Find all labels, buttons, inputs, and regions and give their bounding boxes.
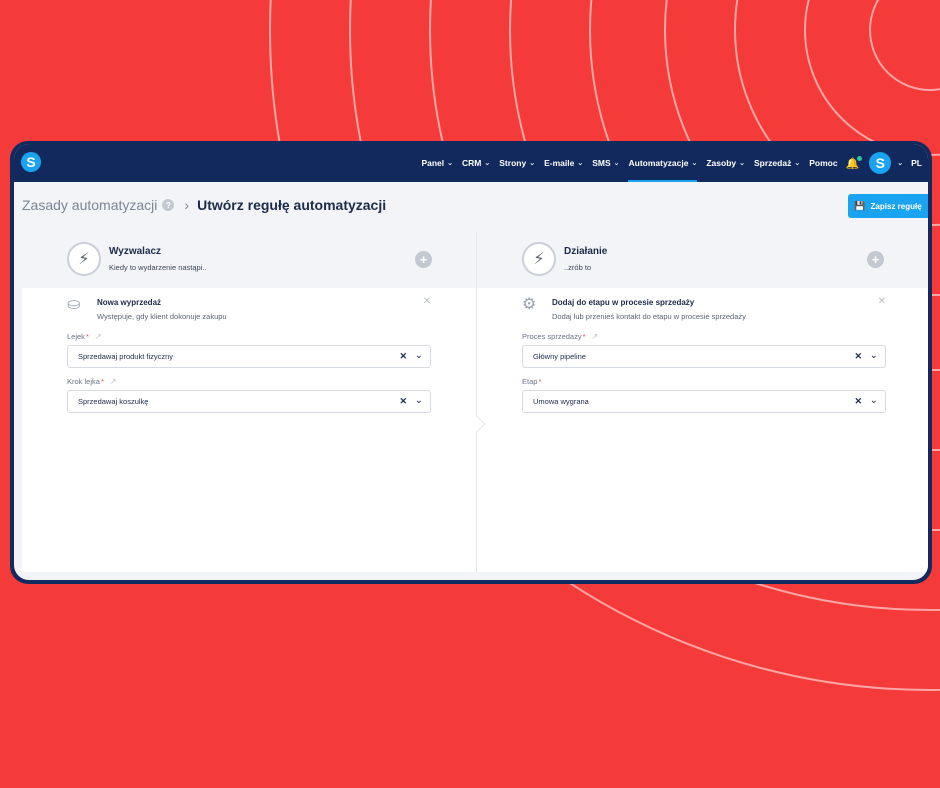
nav-item-zasoby[interactable]: Zasoby ⌄: [706, 144, 745, 182]
save-rule-button[interactable]: 💾 Zapisz regułę: [848, 194, 928, 218]
close-icon[interactable]: ✕: [422, 296, 431, 307]
action-subtitle: ..zrób to: [564, 263, 592, 272]
nav-item-pomoc[interactable]: Pomoc: [809, 144, 837, 182]
chevron-down-icon: ⌄: [484, 160, 491, 167]
breadcrumb-parent[interactable]: Zasady automatyzacji: [22, 197, 158, 213]
external-link-icon[interactable]: ↗: [109, 377, 117, 386]
nav-item-label: SMS: [592, 158, 611, 168]
coins-icon: ⛀: [67, 296, 81, 313]
trigger-item-title: Nowa wyprzedaż: [97, 298, 162, 307]
trigger-header: ⚡︎ Wyzwalacz Kiedy to wydarzenie nastąpi…: [22, 232, 476, 288]
nav-items: Panel ⌄ CRM ⌄ Strony ⌄ E-maile ⌄ SMS ⌄ Automa…: [412, 144, 922, 182]
nav-item-label: E-maile: [544, 158, 575, 168]
logo[interactable]: S: [21, 152, 41, 172]
chevron-down-icon: ⌄: [529, 160, 536, 167]
chevron-right-icon: ›: [184, 197, 190, 213]
chevron-down-icon: ⌄: [739, 160, 745, 167]
nav-item-e-maile[interactable]: E-maile ⌄: [544, 144, 583, 182]
chevron-down-icon[interactable]: ⌄: [897, 160, 904, 167]
action-item-title: Dodaj do etapu w procesie sprzedaży: [552, 298, 695, 307]
sales-process-select[interactable]: Główny pipeline ✕ ⌄: [522, 345, 886, 368]
page-header: Zasady automatyzacji ? › Utwórz regułę a…: [14, 182, 928, 228]
select-value: Umowa wygrana: [533, 397, 589, 406]
chevron-down-icon: ⌄: [691, 160, 698, 167]
action-header: ⚡︎ Działanie ..zrób to +: [477, 232, 928, 288]
nav-item-label: CRM: [462, 158, 482, 168]
funnel-select[interactable]: Sprzedawaj produkt fizyczny ✕ ⌄: [67, 345, 431, 368]
save-icon: 💾: [854, 200, 866, 211]
info-icon[interactable]: ?: [162, 199, 175, 211]
chevron-down-icon[interactable]: ⌄: [414, 350, 423, 361]
bell-icon[interactable]: 🔔: [846, 155, 863, 170]
select-value: Główny pipeline: [533, 352, 586, 361]
page-title: Utwórz regułę automatyzacji: [197, 197, 387, 213]
nav-item-crm[interactable]: CRM ⌄: [462, 144, 490, 182]
chevron-down-icon: ⌄: [613, 160, 620, 167]
chevron-down-icon[interactable]: ⌄: [414, 395, 423, 406]
trigger-title: Wyzwalacz: [109, 246, 162, 257]
lightning-icon: ⚡︎: [522, 242, 556, 276]
external-link-icon[interactable]: ↗: [94, 332, 102, 341]
action-title: Działanie: [564, 246, 608, 257]
nav-item-sms[interactable]: SMS ⌄: [592, 144, 619, 182]
add-action-button[interactable]: +: [867, 251, 884, 268]
app-window: S Panel ⌄ CRM ⌄ Strony ⌄ E-maile ⌄ SMS ⌄ Auto…: [10, 141, 932, 584]
nav-item-label: Zasoby: [706, 158, 737, 168]
funnel-step-select[interactable]: Sprzedawaj koszulkę ✕ ⌄: [67, 390, 431, 413]
nav-item-label: Panel: [421, 158, 445, 168]
lightning-icon: ⚡︎: [67, 242, 101, 276]
clear-icon[interactable]: ✕: [399, 351, 407, 361]
trigger-panel: ⚡︎ Wyzwalacz Kiedy to wydarzenie nastąpi…: [22, 232, 477, 572]
chevron-down-icon[interactable]: ⌄: [869, 395, 878, 406]
field-label: Krok lejka * ↗: [67, 377, 117, 386]
nav-item-panel[interactable]: Panel ⌄: [421, 144, 453, 182]
app-screen: S Panel ⌄ CRM ⌄ Strony ⌄ E-maile ⌄ SMS ⌄ Auto…: [14, 144, 928, 580]
select-value: Sprzedawaj koszulkę: [78, 397, 149, 406]
clear-icon[interactable]: ✕: [399, 396, 407, 406]
sales-process-field: Proces sprzedaży * ↗ Główny pipeline ✕ ⌄: [522, 332, 886, 368]
funnel-field: Lejek * ↗ Sprzedawaj produkt fizyczny ✕ ⌄: [67, 332, 431, 368]
stage-select[interactable]: Umowa wygrana ✕ ⌄: [522, 390, 886, 413]
nav-item-label: Automatyzacje: [628, 158, 689, 168]
close-icon[interactable]: ✕: [877, 296, 886, 307]
nav-item-strony[interactable]: Strony ⌄: [499, 144, 535, 182]
rule-editor: ⚡︎ Wyzwalacz Kiedy to wydarzenie nastąpi…: [22, 232, 928, 572]
nav-item-label: Pomoc: [809, 158, 838, 168]
clear-icon[interactable]: ✕: [854, 396, 862, 406]
trigger-subtitle: Kiedy to wydarzenie nastąpi..: [109, 263, 207, 272]
chevron-down-icon[interactable]: ⌄: [869, 350, 878, 361]
notification-dot: [857, 155, 863, 161]
nav-item-automatyzacje[interactable]: Automatyzacje ⌄: [628, 144, 697, 182]
field-label: Etap *: [522, 377, 542, 386]
select-value: Sprzedawaj produkt fizyczny: [78, 352, 174, 361]
trigger-item-subtitle: Występuje, gdy klient dokonuje zakupu: [97, 312, 227, 321]
chevron-down-icon: ⌄: [794, 160, 801, 167]
chevron-down-icon: ⌄: [447, 160, 454, 167]
nav-item-label: Strony: [499, 158, 527, 168]
external-link-icon[interactable]: ↗: [591, 332, 599, 341]
language-selector[interactable]: PL: [911, 158, 922, 168]
action-item-subtitle: Dodaj lub przenieś kontakt do etapu w pr…: [552, 312, 746, 321]
avatar[interactable]: S: [869, 152, 892, 174]
action-panel: ⚡︎ Działanie ..zrób to + ⚙ Dodaj do etap…: [477, 232, 928, 572]
pipeline-icon: ⚙: [522, 296, 537, 313]
clear-icon[interactable]: ✕: [854, 351, 862, 361]
funnel-step-field: Krok lejka * ↗ Sprzedawaj koszulkę ✕ ⌄: [67, 377, 431, 413]
field-label: Proces sprzedaży * ↗: [522, 332, 599, 341]
top-navigation: S Panel ⌄ CRM ⌄ Strony ⌄ E-maile ⌄ SMS ⌄ Auto…: [14, 144, 928, 182]
nav-item-label: Sprzedaż: [754, 158, 792, 168]
field-label: Lejek * ↗: [67, 332, 102, 341]
nav-item-sprzedaz[interactable]: Sprzedaż ⌄: [754, 144, 800, 182]
stage-field: Etap * Umowa wygrana ✕ ⌄: [522, 377, 886, 413]
add-trigger-button[interactable]: +: [415, 251, 432, 268]
chevron-down-icon: ⌄: [577, 160, 584, 167]
save-button-label: Zapisz regułę: [870, 201, 922, 211]
